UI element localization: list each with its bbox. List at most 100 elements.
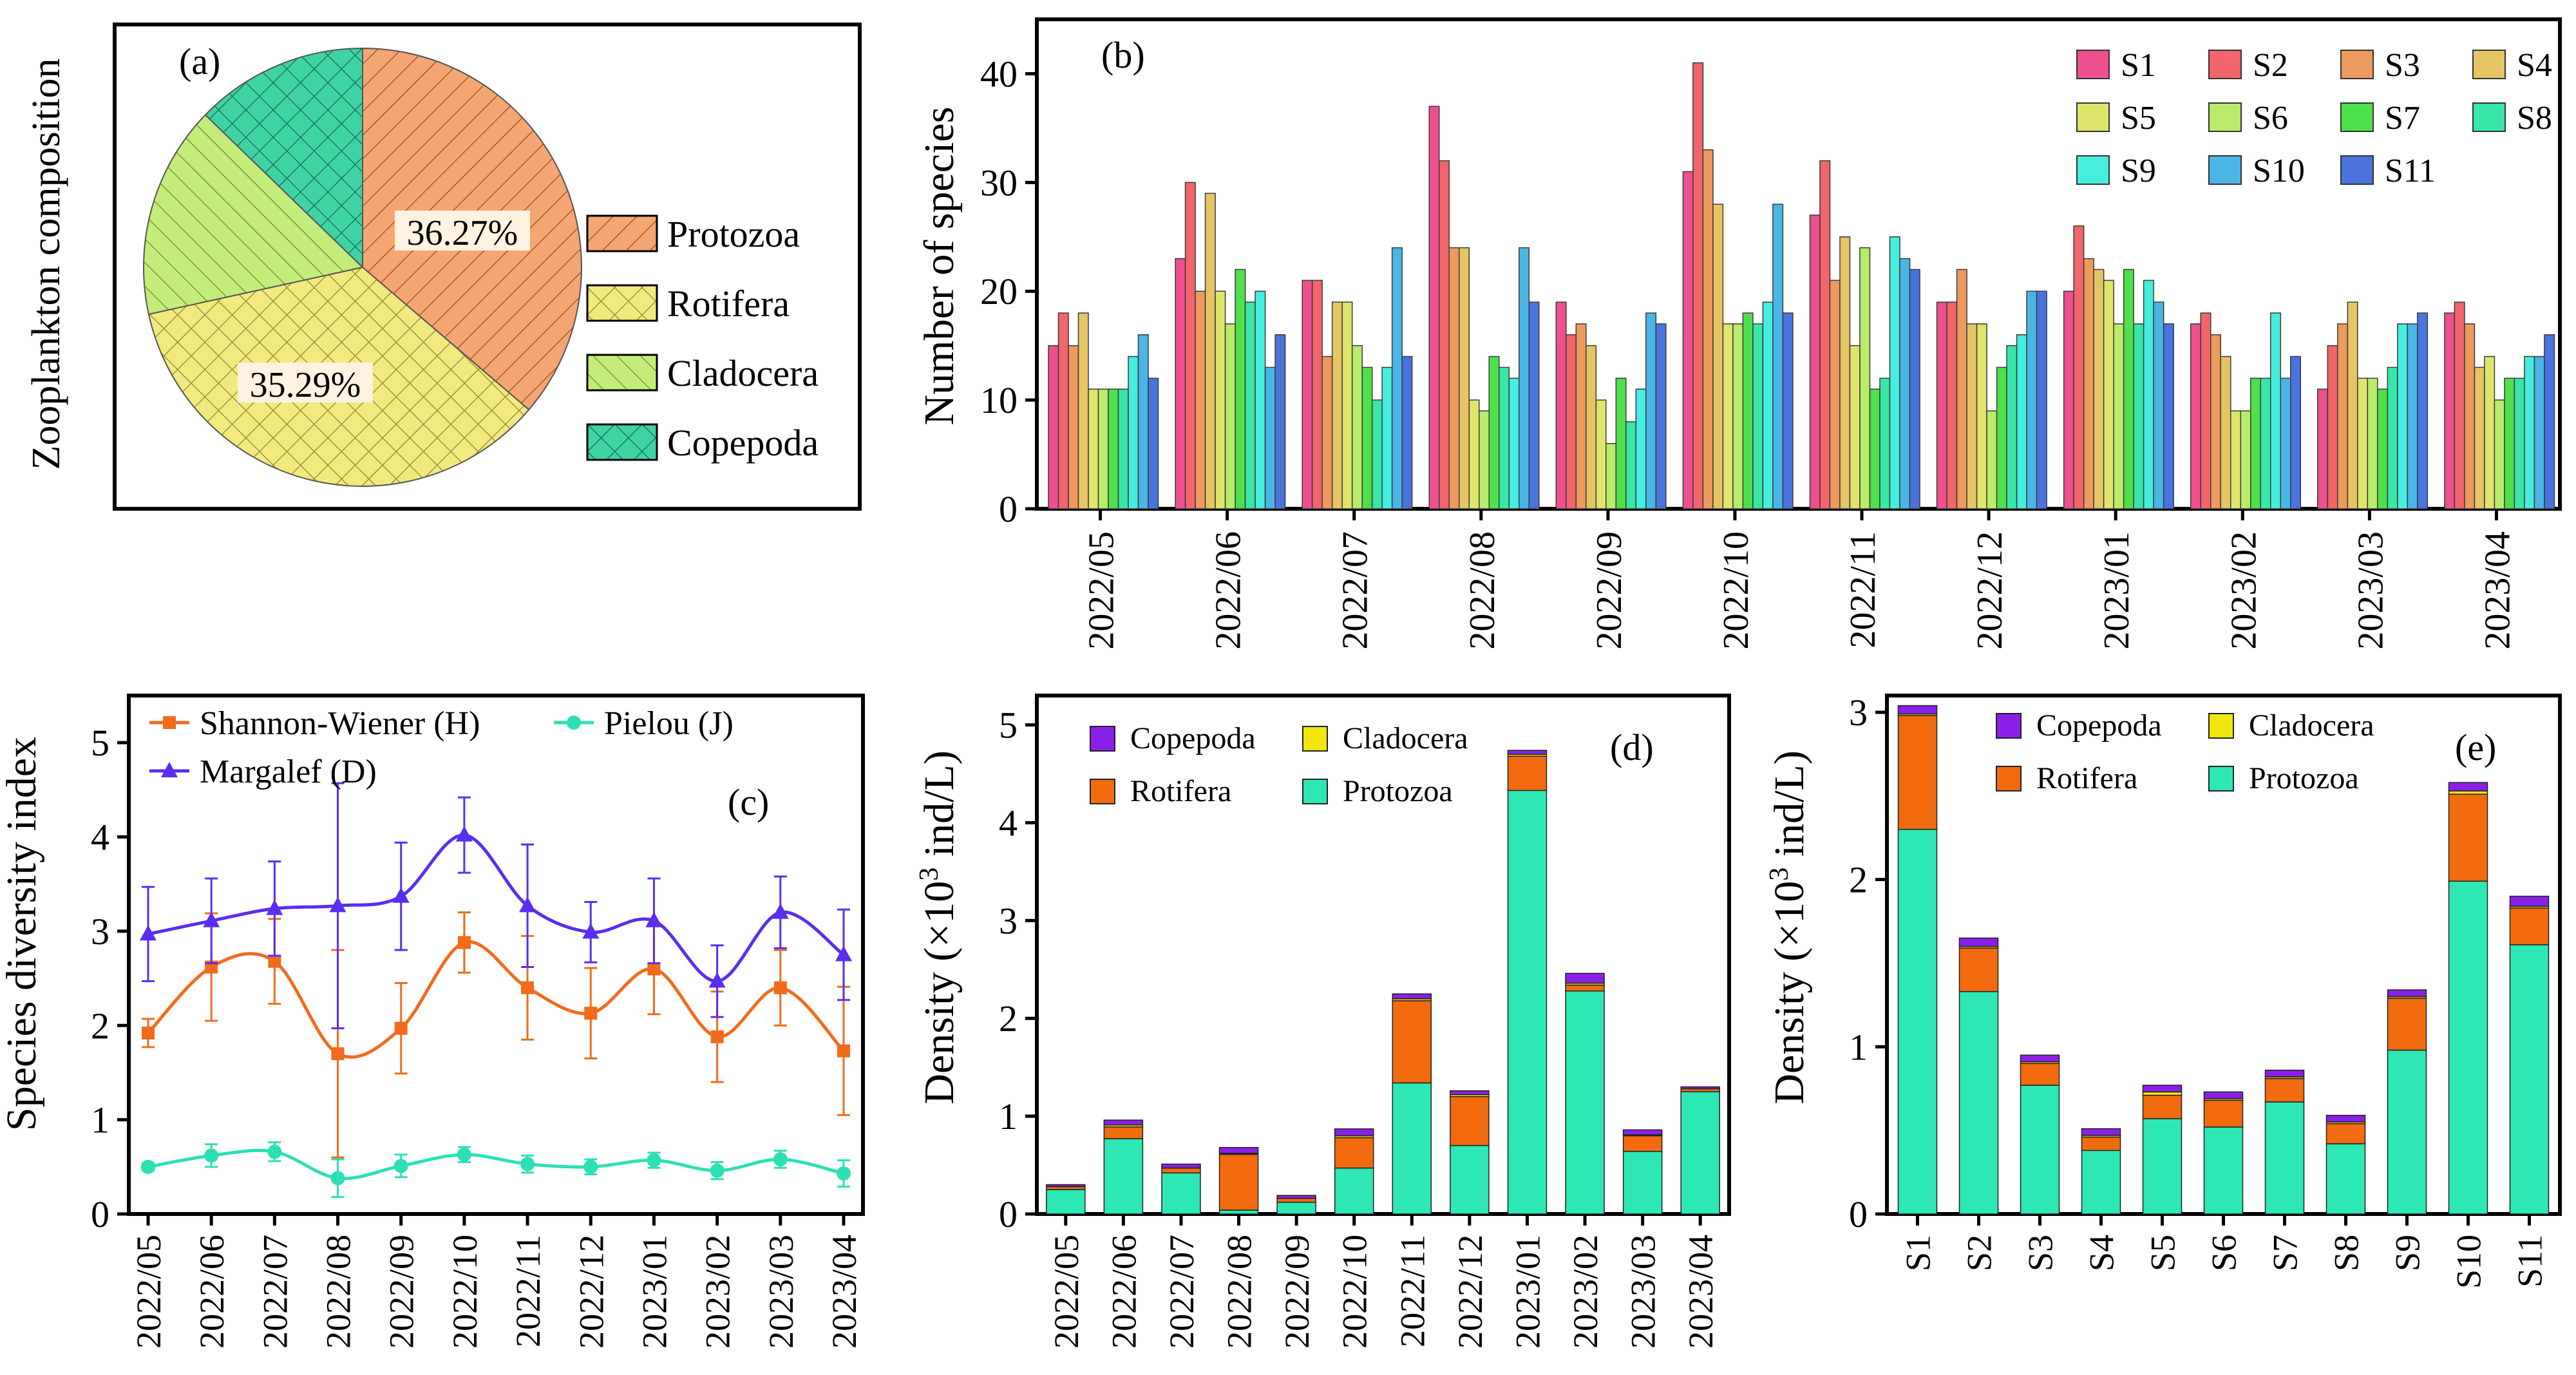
e-x-tick-label: S4 (2083, 1235, 2121, 1271)
c-point-triangle (455, 826, 473, 842)
b-bar-S3-2022/12 (1956, 269, 1967, 509)
c-x-tick-label: 2023/01 (635, 1235, 674, 1349)
c-point-square (837, 1044, 850, 1057)
b-bar-S9-2022/05 (1128, 356, 1139, 509)
b-bar-S4-2022/06 (1204, 193, 1216, 509)
b-legend-label: S4 (2517, 47, 2552, 84)
b-legend-label: S6 (2253, 100, 2288, 137)
d-bar-protozoa-2022/06 (1103, 1138, 1144, 1215)
e-bar-protozoa-S1 (1897, 828, 1938, 1215)
d-legend-label: Rotifera (1130, 774, 1231, 808)
b-bar-S11-2022/11 (1909, 269, 1920, 509)
b-bar-S10-2022/05 (1137, 334, 1149, 509)
b-legend-swatch-S10 (2208, 155, 2242, 185)
b-x-tick-label: 2023/02 (2224, 531, 2264, 650)
b-bar-S6-2022/09 (1605, 442, 1617, 509)
e-bar-protozoa-S4 (2081, 1150, 2121, 1215)
b-bar-S6-2022/10 (1732, 323, 1744, 509)
legend-swatch-cladocera (586, 354, 658, 392)
c-point-triangle (140, 925, 156, 941)
c-point-circle (457, 1147, 471, 1162)
d-x-tick-label: 2022/08 (1220, 1235, 1259, 1349)
b-bar-S10-2023/04 (2533, 356, 2545, 509)
c-y-tick-label: 0 (91, 1193, 109, 1235)
b-bar-S4-2023/01 (2093, 269, 2105, 509)
d-bar-protozoa-2022/07 (1161, 1172, 1201, 1215)
b-bar-S1-2022/10 (1682, 171, 1694, 509)
b-bar-S5-2023/01 (2103, 280, 2114, 509)
d-y-axis-label: Density (×103 ind/L) (914, 750, 963, 1104)
b-bar-S2-2022/07 (1311, 280, 1323, 509)
d-x-tick-label: 2022/10 (1336, 1235, 1374, 1349)
legend-label: Copepoda (667, 422, 819, 464)
d-bar-copepoda-2023/02 (1565, 972, 1605, 984)
c-point-circle (204, 1148, 219, 1163)
b-legend-swatch-S1 (2076, 50, 2110, 79)
c-point-triangle (392, 887, 410, 903)
d-bar-copepoda-2022/10 (1334, 1128, 1374, 1137)
b-bar-S10-2022/07 (1391, 247, 1403, 509)
b-bar-S6-2022/08 (1479, 410, 1490, 509)
d-x-tick-label: 2022/05 (1047, 1235, 1086, 1349)
b-bar-S10-2023/03 (2407, 323, 2418, 509)
c-x-tick-label: 2022/05 (129, 1235, 168, 1349)
b-bar-S10-2022/06 (1264, 366, 1276, 509)
b-bar-S8-2023/03 (2387, 366, 2398, 509)
b-y-tick-label: 20 (980, 270, 1018, 312)
b-x-tick-label: 2022/12 (1970, 531, 2010, 650)
b-bar-S2-2023/01 (2073, 225, 2085, 509)
d-legend-label: Copepoda (1130, 721, 1256, 755)
b-legend-swatch-S8 (2472, 102, 2506, 132)
b-bar-S8-2022/08 (1499, 366, 1510, 509)
c-x-tick-label: 2023/02 (699, 1235, 737, 1349)
e-bar-protozoa-S3 (2020, 1085, 2060, 1215)
b-bar-S1-2022/08 (1428, 106, 1440, 509)
c-legend-label: Shannon-Wiener (H) (200, 705, 480, 742)
d-y-tick-label: 0 (999, 1193, 1018, 1235)
c-point-circle (710, 1163, 724, 1178)
b-bar-S10-2022/11 (1899, 258, 1911, 509)
legend-swatch-rotifera (586, 284, 658, 322)
e-bar-rotifera-S11 (2509, 907, 2550, 945)
c-point-square (521, 981, 535, 994)
c-x-tick-label: 2022/09 (383, 1235, 421, 1349)
c-x-tick-label: 2023/04 (825, 1235, 864, 1349)
e-x-tick-label: S8 (2327, 1235, 2366, 1271)
d-bar-rotifera-2022/09 (1276, 1197, 1316, 1203)
e-bar-copepoda-S7 (2264, 1069, 2305, 1077)
c-point-square (331, 1047, 345, 1061)
b-bar-S3-2023/01 (2083, 258, 2094, 509)
b-bar-S10-2022/10 (1772, 204, 1784, 509)
b-bar-S3-2022/05 (1068, 345, 1079, 509)
b-bar-S3-2022/11 (1829, 280, 1841, 509)
d-x-tick-label: 2023/02 (1566, 1235, 1605, 1349)
e-bar-rotifera-S6 (2203, 1099, 2244, 1128)
b-bar-S3-2022/07 (1321, 356, 1333, 509)
c-point-triangle (772, 903, 789, 919)
b-bar-S6-2022/12 (1986, 410, 1998, 509)
d-legend-label: Cladocera (1343, 721, 1468, 755)
b-bar-S9-2023/04 (2524, 356, 2535, 509)
b-bar-S11-2023/03 (2417, 312, 2429, 509)
b-bar-S8-2022/09 (1625, 421, 1637, 509)
c-x-tick-label: 2022/06 (193, 1235, 231, 1349)
b-legend-label: S9 (2121, 153, 2156, 189)
d-x-tick-label: 2022/06 (1104, 1235, 1143, 1349)
c-panel-label: (c) (728, 781, 769, 823)
b-bar-S1-2022/12 (1936, 301, 1947, 509)
panel-b-bar-chart: Number of species (b) 0 10 20 30 40 2022/05 20… (916, 17, 2562, 650)
b-bar-S11-2022/07 (1401, 356, 1413, 509)
c-point-square (394, 1021, 408, 1035)
c-legend-marker (567, 716, 581, 730)
b-bar-S7-2023/02 (2250, 377, 2261, 509)
e-bar-protozoa-S2 (1958, 991, 1999, 1215)
legend-label: Rotifera (667, 283, 790, 325)
b-legend-label: S1 (2121, 47, 2156, 84)
b-legend-label: S10 (2253, 153, 2305, 189)
c-point-circle (773, 1152, 788, 1167)
c-x-tick-label: 2022/11 (509, 1235, 547, 1347)
pie-slice-copepoda (204, 47, 363, 269)
b-legend-swatch-S5 (2076, 102, 2110, 132)
c-x-tick-label: 2022/08 (319, 1235, 358, 1349)
d-x-tick-label: 2023/01 (1508, 1235, 1547, 1349)
